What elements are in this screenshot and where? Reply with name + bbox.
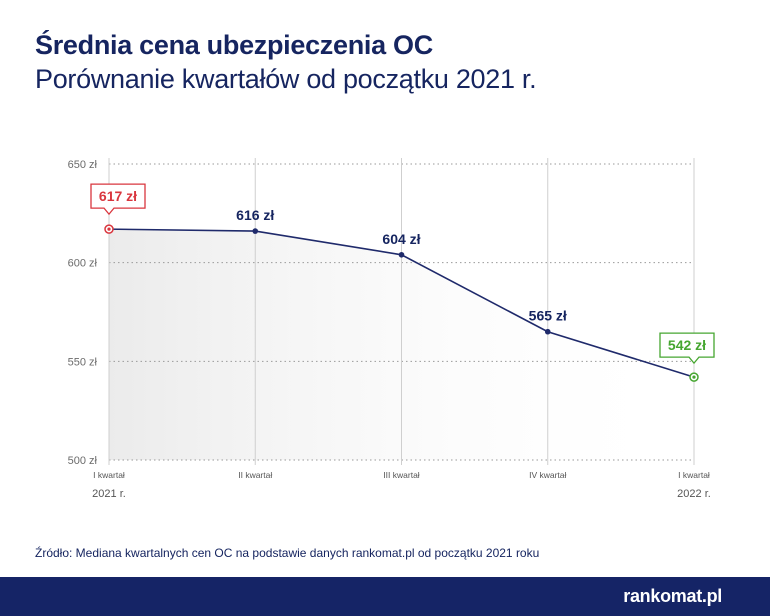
x-tick-label: I kwartał (678, 470, 710, 480)
y-tick-label: 600 zł (68, 258, 98, 270)
y-tick-label: 550 zł (68, 356, 98, 368)
start-callout (90, 183, 146, 216)
chart-title: Średnia cena ubezpieczenia OC (35, 30, 433, 60)
year-label: 2022 r. (677, 488, 711, 500)
y-tick-label: 650 zł (68, 159, 98, 171)
data-label: 565 zł (529, 308, 567, 324)
end-callout (659, 332, 715, 365)
data-point-center (692, 375, 696, 379)
rankomat-logo: rankomat.pl (623, 586, 722, 606)
x-tick-label: II kwartał (238, 470, 272, 480)
year-label: 2021 r. (92, 488, 126, 500)
data-point (252, 228, 259, 234)
data-point (544, 328, 551, 335)
chart-subtitle: Porównanie kwartałów od początku 2021 r. (35, 64, 537, 94)
data-label: 617 zł (99, 188, 137, 204)
x-tick-label: I kwartał (93, 470, 125, 480)
data-label: 604 zł (382, 231, 420, 247)
x-tick-label: IV kwartał (529, 470, 566, 480)
y-tick-label: 500 zł (68, 455, 98, 467)
footer-bar: rankomat.pl (0, 577, 770, 616)
data-point (398, 251, 405, 258)
source-note: Źródło: Mediana kwartalnych cen OC na po… (35, 546, 540, 560)
line-chart: 500 zł 550 zł 600 zł 650 zł I kwartał 2021 r.… (68, 158, 715, 500)
x-tick-label: III kwartał (383, 470, 419, 480)
data-point-center (107, 227, 111, 231)
data-label: 542 zł (668, 337, 706, 353)
data-label: 616 zł (236, 207, 274, 223)
